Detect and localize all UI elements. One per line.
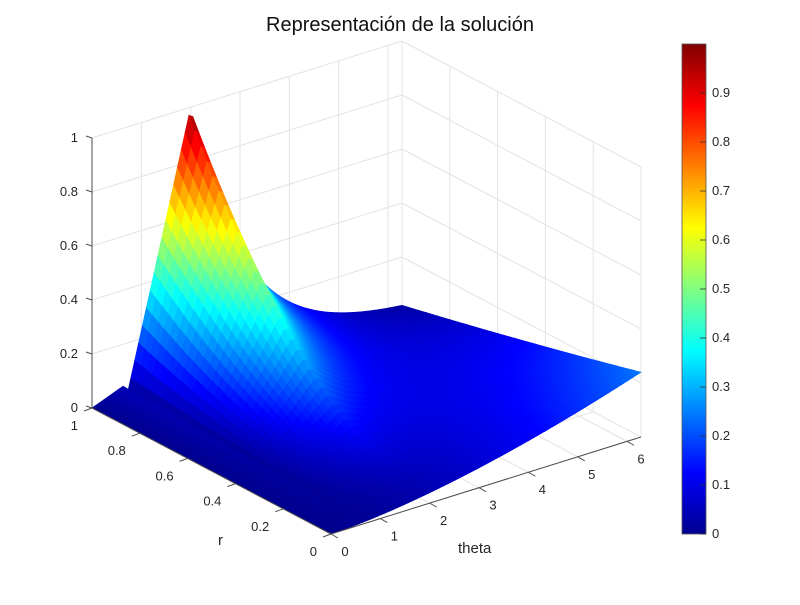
colorbar-tick-label: 0.3 bbox=[712, 379, 730, 394]
z-tick-label: 0 bbox=[71, 400, 78, 415]
theta-tick-label: 3 bbox=[489, 498, 496, 513]
z-tick-label: 1 bbox=[71, 130, 78, 145]
colorbar-tick-label: 0.2 bbox=[712, 428, 730, 443]
surface-mesh bbox=[91, 114, 642, 535]
colorbar-tick-label: 0.8 bbox=[712, 134, 730, 149]
colorbar: 0 0.1 0.2 0.3 0.4 0.5 0.6 0.7 0.8 0.9 bbox=[681, 43, 730, 541]
y-axis-label-r: r bbox=[218, 532, 223, 549]
r-tick-label: 0 bbox=[310, 544, 317, 559]
colorbar-tick-label: 0.7 bbox=[712, 183, 730, 198]
r-tick-label: 0.4 bbox=[203, 494, 221, 509]
r-tick-label: 1 bbox=[71, 418, 78, 433]
r-tick-label: 0.8 bbox=[108, 443, 126, 458]
theta-tick-label: 5 bbox=[588, 467, 595, 482]
z-tick-label: 0.4 bbox=[60, 292, 78, 307]
theta-tick-label: 2 bbox=[440, 513, 447, 528]
theta-tick-label: 0 bbox=[341, 544, 348, 559]
colorbar-tick-label: 0.5 bbox=[712, 281, 730, 296]
z-tick-label: 0.6 bbox=[60, 238, 78, 253]
colorbar-tick-label: 0 bbox=[712, 526, 719, 541]
colorbar-tick-label: 0.4 bbox=[712, 330, 730, 345]
theta-tick-label: 4 bbox=[539, 482, 546, 497]
x-axis-label-theta: theta bbox=[458, 540, 492, 557]
colorbar-tick-label: 0.9 bbox=[712, 85, 730, 100]
plot-title: Representación de la solución bbox=[266, 14, 534, 36]
colorbar-tick-label: 0.1 bbox=[712, 477, 730, 492]
tick-labels: 0 0.2 0.4 0.6 0.8 1 0 0.2 0.4 0.6 0.8 1 0 1 2 3 4 5 6 bbox=[60, 130, 645, 559]
theta-tick-label: 1 bbox=[391, 529, 398, 544]
r-tick-label: 0.2 bbox=[251, 519, 269, 534]
r-tick-label: 0.6 bbox=[156, 468, 174, 483]
theta-tick-label: 6 bbox=[637, 451, 644, 466]
z-tick-label: 0.8 bbox=[60, 184, 78, 199]
axes bbox=[83, 135, 642, 539]
z-tick-label: 0.2 bbox=[60, 346, 78, 361]
colorbar-tick-label: 0.6 bbox=[712, 232, 730, 247]
colorbar-ticks: 0 0.1 0.2 0.3 0.4 0.5 0.6 0.7 0.8 0.9 bbox=[700, 85, 730, 541]
